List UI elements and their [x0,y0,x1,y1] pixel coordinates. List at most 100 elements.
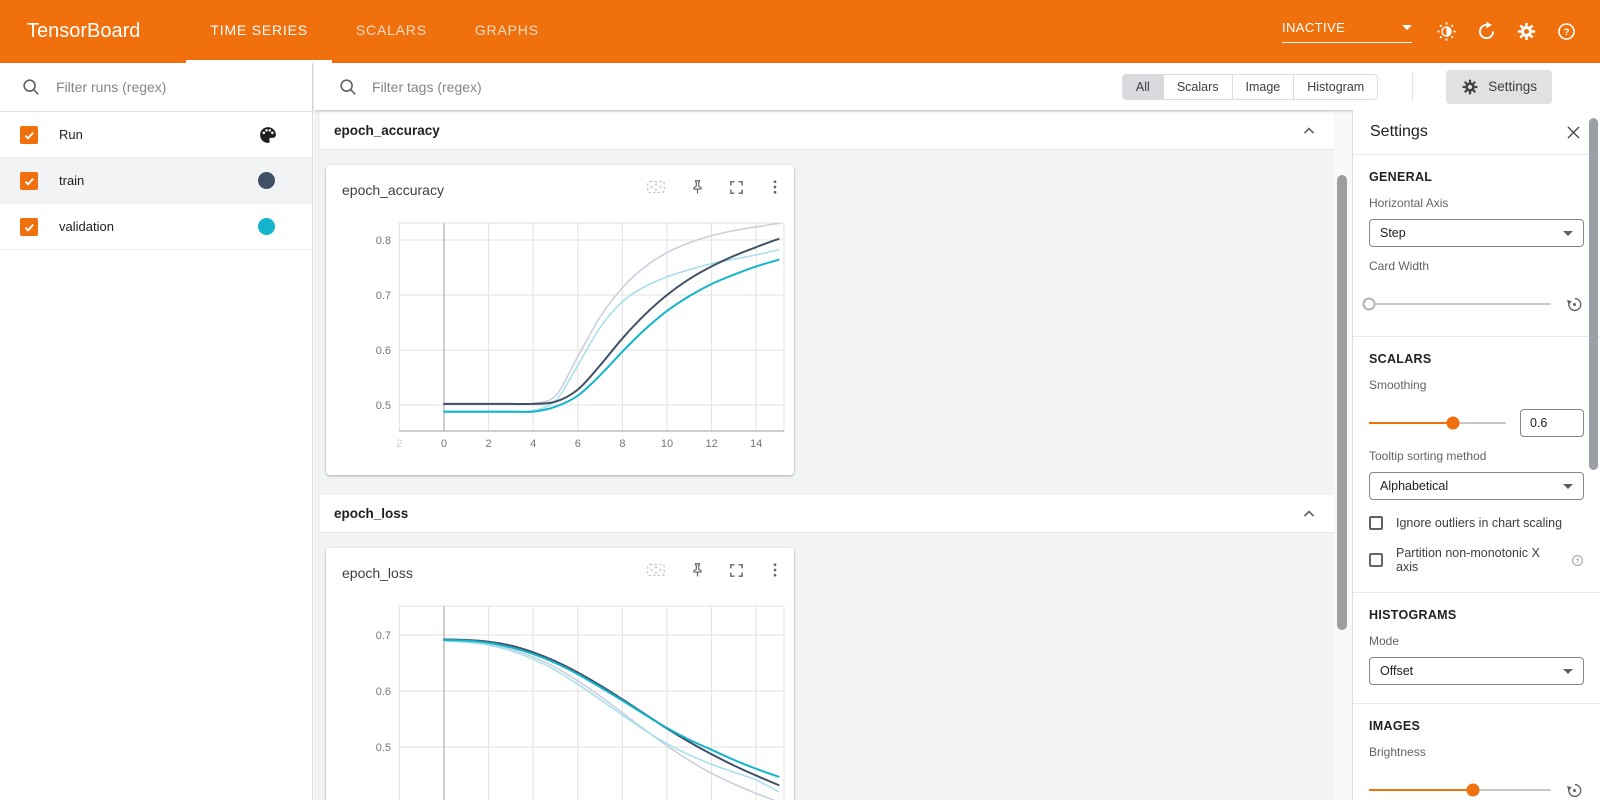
chevron-down-icon [1563,668,1573,674]
reset-brightness-icon[interactable] [1565,781,1584,800]
help-button[interactable] [1546,12,1586,52]
svg-text:0.8: 0.8 [376,235,391,247]
ignore-outliers-row: Ignore outliers in chart scaling [1369,516,1584,530]
brightness-row [1369,776,1584,800]
palette-icon[interactable] [258,125,278,145]
main-scrollbar-track[interactable] [1333,110,1352,800]
check-icon [24,131,35,139]
close-icon[interactable] [1564,123,1583,142]
main-nav: TIME SERIES SCALARS GRAPHS [186,0,562,63]
ignore-outliers-checkbox[interactable] [1369,516,1383,530]
fit-domain-icon[interactable] [645,176,667,198]
main-scrollbar-thumb[interactable] [1337,175,1347,630]
slider-thumb[interactable] [1362,297,1376,311]
card-title: epoch_loss [342,565,413,581]
tab-graphs[interactable]: GRAPHS [474,22,539,38]
svg-text:0.7: 0.7 [376,290,391,302]
pin-icon[interactable] [688,561,707,580]
run-label: validation [59,219,114,234]
tab-scalars[interactable]: SCALARS [355,22,427,38]
reset-card-width-icon[interactable] [1565,295,1584,314]
fullscreen-icon[interactable] [728,179,745,196]
svg-text:6: 6 [575,438,581,450]
partition-x-axis-row: Partition non-monotonic X axis [1369,546,1584,574]
more-menu-icon[interactable] [766,178,784,196]
section-epoch-loss: epoch_loss 0.5 0.6 0.7 epoch_loss [320,495,1333,800]
group-heading: IMAGES [1369,719,1421,733]
run-checkbox[interactable] [20,125,38,144]
chevron-up-icon[interactable] [1299,121,1319,141]
fit-domain-icon[interactable] [645,559,667,581]
tags-toolbar: All Scalars Image Histogram Settings [314,63,1600,110]
brightness-label: Brightness [1369,745,1426,759]
histogram-mode-label: Mode [1369,634,1400,648]
card-width-label: Card Width [1369,259,1430,273]
chevron-down-icon [1402,25,1412,30]
fullscreen-icon[interactable] [728,562,745,579]
settings-button[interactable]: Settings [1446,69,1552,104]
slider-fill [1369,422,1453,424]
tab-time-series[interactable]: TIME SERIES [186,0,332,63]
tooltip-sorting-select[interactable]: Alphabetical [1369,472,1584,500]
section-title: epoch_accuracy [334,123,440,138]
scalar-card-epoch-loss: 0.5 0.6 0.7 epoch_loss [326,548,794,800]
section-header-epoch-loss[interactable]: epoch_loss [320,495,1333,533]
partition-x-axis-checkbox[interactable] [1369,553,1383,567]
card-width-slider[interactable] [1362,297,1551,311]
validation-color-swatch[interactable] [258,218,275,235]
run-status-dropdown[interactable]: INACTIVE [1282,20,1412,43]
brightness-toggle-button[interactable] [1426,12,1466,52]
validation-checkbox[interactable] [20,217,38,236]
chip-all[interactable]: All [1122,74,1163,99]
smoothing-slider[interactable] [1369,416,1506,430]
search-icon [340,78,357,95]
horizontal-axis-select[interactable]: Step [1369,219,1584,247]
svg-text:8: 8 [619,438,625,450]
slider-thumb[interactable] [1446,416,1460,430]
check-icon [24,223,35,231]
settings-group-general: GENERAL Horizontal Axis Step Card Width [1353,155,1600,337]
svg-text:2: 2 [396,438,402,450]
slider-thumb[interactable] [1466,783,1480,797]
run-label: Run [59,127,83,142]
chip-scalars[interactable]: Scalars [1162,74,1232,99]
chip-image[interactable]: Image [1231,74,1294,99]
pin-icon[interactable] [688,178,707,197]
chip-histogram[interactable]: Histogram [1293,74,1377,99]
filter-tags-input[interactable] [372,78,733,95]
settings-button-label: Settings [1488,79,1537,94]
run-row-validation[interactable]: validation [0,204,312,250]
brightness-slider[interactable] [1369,783,1551,797]
histogram-mode-select[interactable]: Offset [1369,657,1584,685]
smoothing-label: Smoothing [1369,378,1427,392]
smoothing-value: 0.6 [1530,416,1548,430]
train-checkbox[interactable] [20,171,38,190]
train-color-swatch[interactable] [258,172,275,189]
epoch-accuracy-chart[interactable]: 0.50.60.70.802468101214216 [326,165,794,475]
svg-text:0.5: 0.5 [376,742,391,754]
more-menu-icon[interactable] [766,561,784,579]
epoch-loss-chart[interactable]: 0.5 0.6 0.7 [326,548,794,800]
smoothing-value-input[interactable]: 0.6 [1520,409,1584,437]
horizontal-axis-value: Step [1380,226,1406,240]
settings-scrollbar-thumb[interactable] [1589,118,1598,470]
horizontal-axis-label: Horizontal Axis [1369,196,1449,210]
section-header-epoch-accuracy[interactable]: epoch_accuracy [320,112,1333,150]
help-icon[interactable] [1571,554,1584,567]
svg-text:0: 0 [441,438,447,450]
run-label: train [59,173,85,188]
section-body: 0.5 0.6 0.7 epoch_loss [320,533,1333,800]
chevron-up-icon[interactable] [1299,504,1319,524]
scalar-card-epoch-accuracy: 0.50.60.70.802468101214216 epoch_accurac… [326,165,794,475]
card-toolbar [645,176,784,198]
run-row-train[interactable]: train [0,158,312,204]
header-actions: INACTIVE [1282,0,1586,63]
header-settings-button[interactable] [1506,12,1546,52]
help-icon [1557,23,1575,40]
run-row-run[interactable]: Run [0,112,312,158]
group-heading: GENERAL [1369,170,1433,184]
filter-runs-input[interactable] [56,79,291,95]
settings-panel-title: Settings [1370,123,1428,140]
svg-text:14: 14 [750,438,762,450]
refresh-button[interactable] [1466,12,1506,52]
